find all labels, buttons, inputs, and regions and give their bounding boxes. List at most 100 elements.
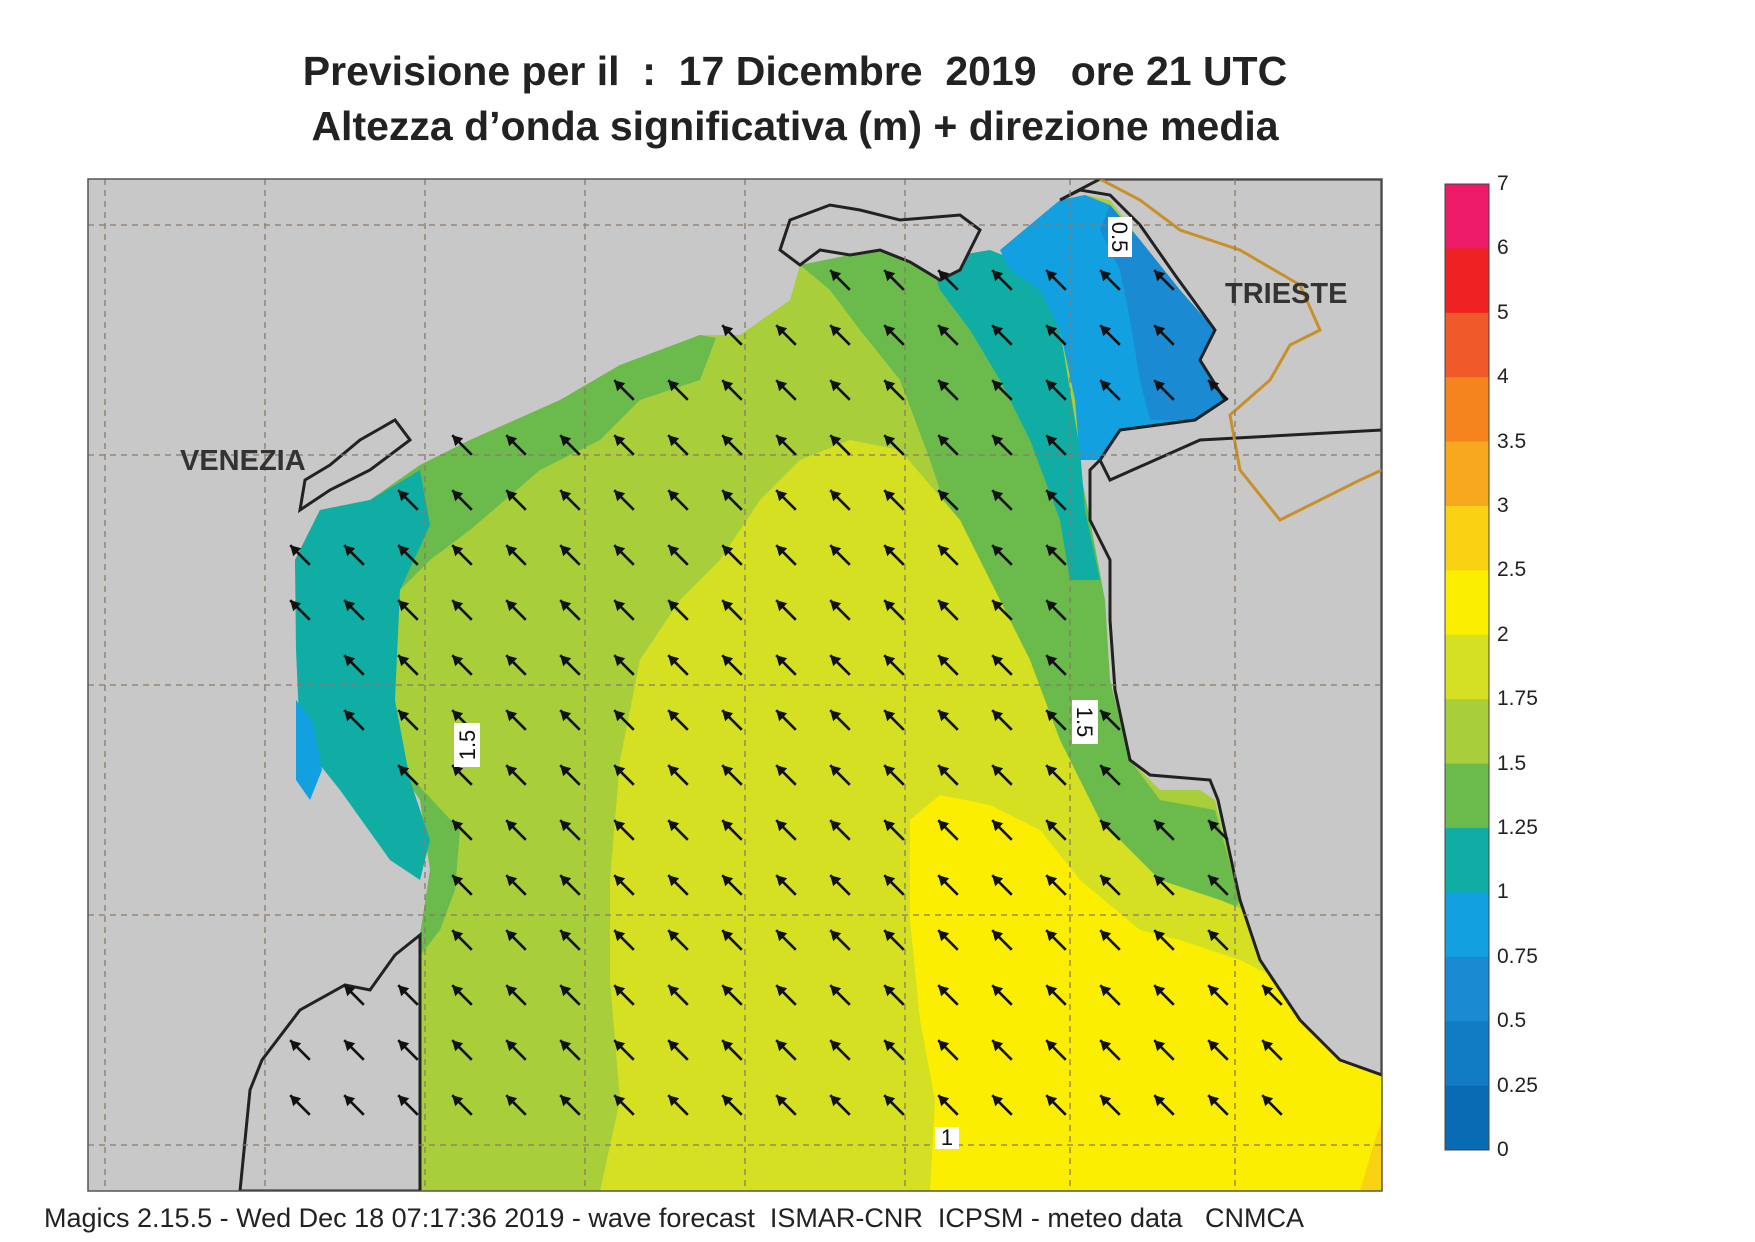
- direction-arrow-head: [344, 655, 356, 667]
- direction-arrow-head: [668, 435, 680, 447]
- colorbar-swatch: [1445, 1085, 1489, 1151]
- contour-1.25-east: [800, 250, 1240, 960]
- direction-arrow-head: [722, 820, 734, 832]
- direction-arrow-head: [938, 600, 950, 612]
- direction-arrow-head: [668, 710, 680, 722]
- contour-label-text-3: 0.5: [1107, 222, 1132, 253]
- direction-arrow-head: [776, 380, 788, 392]
- direction-arrow-head: [506, 600, 518, 612]
- graticule: [88, 179, 1382, 1191]
- direction-arrow-head: [506, 545, 518, 557]
- direction-arrow-head: [830, 820, 842, 832]
- direction-arrow-head: [722, 325, 734, 337]
- direction-arrow-head: [884, 600, 896, 612]
- colorbar-swatch: [1445, 828, 1489, 893]
- colorbar-label: 7: [1497, 172, 1509, 195]
- direction-arrow-head: [992, 655, 1004, 667]
- contour-0.75-venezia: [296, 700, 322, 800]
- direction-arrow-head: [776, 765, 788, 777]
- direction-arrow-head: [560, 490, 572, 502]
- direction-arrow-head: [722, 1040, 734, 1052]
- direction-arrow-head: [452, 985, 464, 997]
- direction-arrow-head: [992, 490, 1004, 502]
- direction-arrow-head: [1262, 985, 1274, 997]
- direction-arrow-head: [614, 490, 626, 502]
- gulf-trieste-coast: [1059, 179, 1382, 482]
- direction-arrow-head: [1208, 875, 1220, 887]
- direction-arrow-head: [668, 765, 680, 777]
- colorbar-swatch: [1445, 892, 1489, 958]
- direction-arrow-head: [830, 875, 842, 887]
- direction-arrow-head: [506, 985, 518, 997]
- colorbar-swatch: [1445, 506, 1489, 571]
- colorbar-swatch: [1445, 441, 1489, 507]
- direction-arrow-head: [776, 545, 788, 557]
- colorbar-label: 1.25: [1497, 816, 1538, 839]
- colorbar-swatch: [1445, 377, 1489, 443]
- city-trieste: TRIESTE: [1225, 278, 1347, 310]
- direction-arrow-head: [1046, 490, 1058, 502]
- direction-arrow-head: [938, 270, 950, 282]
- direction-arrow-head: [992, 765, 1004, 777]
- direction-arrow-head: [884, 380, 896, 392]
- direction-arrow-head: [506, 820, 518, 832]
- contour-label-4: 1: [935, 1125, 959, 1150]
- direction-arrow-head: [830, 710, 842, 722]
- direction-arrow-head: [668, 380, 680, 392]
- colorbar-swatch: [1445, 248, 1489, 314]
- colorbar-label: 0.5: [1497, 1009, 1527, 1033]
- direction-arrow-head: [560, 765, 572, 777]
- direction-arrow-head: [560, 435, 572, 447]
- colorbar-label: 1.75: [1497, 687, 1538, 711]
- direction-arrow-head: [938, 930, 950, 942]
- direction-arrow-head: [776, 325, 788, 337]
- direction-arrow-head: [938, 490, 950, 502]
- direction-arrow-head: [614, 930, 626, 942]
- direction-arrow-head: [290, 1040, 302, 1052]
- direction-arrow-head: [560, 930, 572, 942]
- direction-arrow-head: [722, 985, 734, 997]
- direction-arrow-head: [614, 1040, 626, 1052]
- direction-arrow-head: [452, 655, 464, 667]
- colorbar-label: 2: [1497, 622, 1509, 646]
- direction-arrow-head: [560, 545, 572, 557]
- direction-arrow-head: [992, 380, 1004, 392]
- direction-arrow-head: [884, 985, 896, 997]
- direction-arrow-head: [992, 1040, 1004, 1052]
- direction-arrow-head: [884, 490, 896, 502]
- land-overlays: [238, 203, 1382, 1191]
- direction-arrow-head: [938, 985, 950, 997]
- direction-arrow-head: [560, 1095, 572, 1107]
- direction-arrow-head: [992, 545, 1004, 557]
- direction-arrow-head: [830, 1095, 842, 1107]
- direction-arrow-head: [830, 930, 842, 942]
- direction-arrow-head: [776, 490, 788, 502]
- direction-arrow-head: [668, 600, 680, 612]
- colorbar-label: 1: [1497, 880, 1509, 904]
- contour-0.5-trieste: [1100, 205, 1225, 420]
- direction-arrow-head: [506, 435, 518, 447]
- direction-arrow-head: [776, 930, 788, 942]
- direction-arrow-head: [290, 1095, 302, 1107]
- direction-arrow-head: [452, 765, 464, 777]
- direction-arrow-head: [938, 325, 950, 337]
- map-area: 1.5 1.5 0.5 1 VENEZIA TRIESTE: [88, 179, 1382, 1191]
- contour-label-text-2: 1.5: [1072, 707, 1097, 738]
- direction-arrow-head: [992, 1095, 1004, 1107]
- direction-arrow-head: [668, 985, 680, 997]
- direction-arrow-head: [1154, 1095, 1166, 1107]
- colorbar-swatch: [1445, 570, 1489, 636]
- direction-arrow-head: [722, 930, 734, 942]
- direction-arrow-head: [1046, 270, 1058, 282]
- direction-arrows: [289, 269, 1283, 1116]
- direction-arrow-head: [938, 1040, 950, 1052]
- border-line: [1099, 179, 1382, 522]
- colorbar-swatch: [1445, 956, 1489, 1022]
- direction-arrow-head: [722, 435, 734, 447]
- direction-arrow-head: [938, 545, 950, 557]
- direction-arrow-head: [506, 1040, 518, 1052]
- direction-arrow-head: [452, 545, 464, 557]
- direction-arrow-head: [1154, 985, 1166, 997]
- colorbar-label: 3.5: [1497, 429, 1527, 453]
- direction-arrow-head: [1100, 765, 1112, 777]
